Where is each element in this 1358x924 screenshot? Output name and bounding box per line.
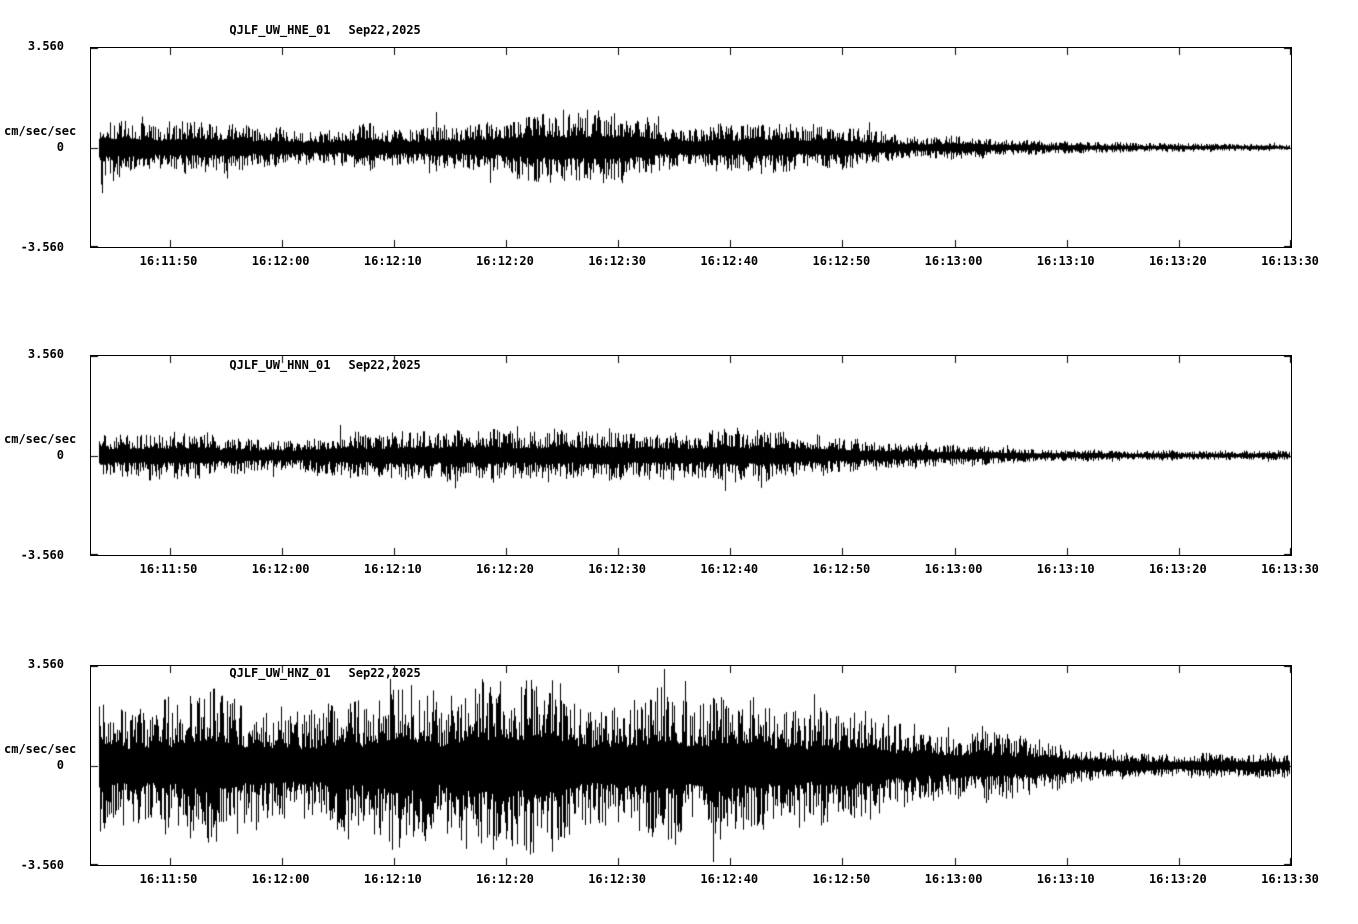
- y-axis-unit-label: cm/sec/sec: [4, 124, 77, 138]
- x-tick-label: 16:12:10: [363, 872, 422, 886]
- y-tick-label-min: -3.560: [20, 548, 64, 562]
- x-tick-label: 16:13:30: [1261, 254, 1319, 268]
- waveform-canvas-hnn: [91, 356, 1291, 555]
- y-axis-unit-label: cm/sec/sec: [4, 432, 77, 446]
- x-tick-label: 16:12:40: [700, 254, 759, 268]
- x-tick-label: 16:11:50: [139, 562, 198, 576]
- waveform-canvas-hnz: [91, 666, 1291, 865]
- x-tick-label: 16:13:00: [924, 562, 983, 576]
- y-tick-label-zero: 0: [56, 448, 64, 462]
- y-tick-label-max: 3.560: [27, 657, 64, 671]
- plot-area: [90, 665, 1292, 866]
- x-tick-label: 16:12:50: [812, 872, 871, 886]
- panel-title: QJLF_UW_HNE_01 Sep22,2025: [186, 8, 420, 37]
- y-tick-label-zero: 0: [56, 758, 64, 772]
- x-tick-label: 16:11:50: [139, 254, 198, 268]
- x-tick-label: 16:13:30: [1261, 872, 1319, 886]
- x-tick-label: 16:13:20: [1148, 872, 1207, 886]
- y-axis-unit-label: cm/sec/sec: [4, 742, 77, 756]
- y-tick-label-zero: 0: [56, 140, 64, 154]
- waveform-canvas-hne: [91, 48, 1291, 247]
- station-channel-label: QJLF_UW_HNE_01: [229, 23, 331, 37]
- x-tick-label: 16:12:30: [588, 872, 646, 886]
- x-tick-label: 16:13:30: [1261, 562, 1319, 576]
- plot-area: [90, 355, 1292, 556]
- x-tick-label: 16:13:00: [924, 254, 983, 268]
- y-tick-label-min: -3.560: [20, 240, 64, 254]
- x-tick-label: 16:11:50: [139, 872, 198, 886]
- x-tick-label: 16:12:50: [812, 562, 871, 576]
- x-tick-label: 16:13:00: [924, 872, 983, 886]
- x-tick-label: 16:12:00: [251, 872, 310, 886]
- x-tick-label: 16:12:00: [251, 254, 310, 268]
- date-label: Sep22,2025: [348, 23, 421, 37]
- y-tick-label-max: 3.560: [27, 39, 64, 53]
- x-tick-label: 16:12:10: [363, 254, 422, 268]
- x-tick-label: 16:13:10: [1036, 254, 1095, 268]
- x-tick-label: 16:12:10: [363, 562, 422, 576]
- x-tick-label: 16:12:20: [476, 254, 534, 268]
- x-tick-label: 16:13:20: [1148, 562, 1207, 576]
- x-tick-label: 16:12:40: [700, 562, 759, 576]
- x-tick-label: 16:12:20: [476, 562, 534, 576]
- x-tick-label: 16:12:30: [588, 562, 646, 576]
- x-tick-label: 16:12:30: [588, 254, 646, 268]
- x-tick-label: 16:12:20: [476, 872, 534, 886]
- x-tick-label: 16:12:50: [812, 254, 871, 268]
- y-tick-label-min: -3.560: [20, 858, 64, 872]
- x-tick-label: 16:13:20: [1148, 254, 1207, 268]
- x-tick-label: 16:12:00: [251, 562, 310, 576]
- x-axis-labels: 16:11:50 16:12:00 16:12:10 16:12:20 16:12:30…: [0, 872, 1358, 888]
- y-tick-label-max: 3.560: [27, 347, 64, 361]
- x-tick-label: 16:13:10: [1036, 872, 1095, 886]
- x-axis-labels: 16:11:50 16:12:00 16:12:10 16:12:20 16:12:30…: [0, 254, 1358, 270]
- plot-area: [90, 47, 1292, 248]
- x-tick-label: 16:12:40: [700, 872, 759, 886]
- x-tick-label: 16:13:10: [1036, 562, 1095, 576]
- x-axis-labels: 16:11:50 16:12:00 16:12:10 16:12:20 16:12:30…: [0, 562, 1358, 578]
